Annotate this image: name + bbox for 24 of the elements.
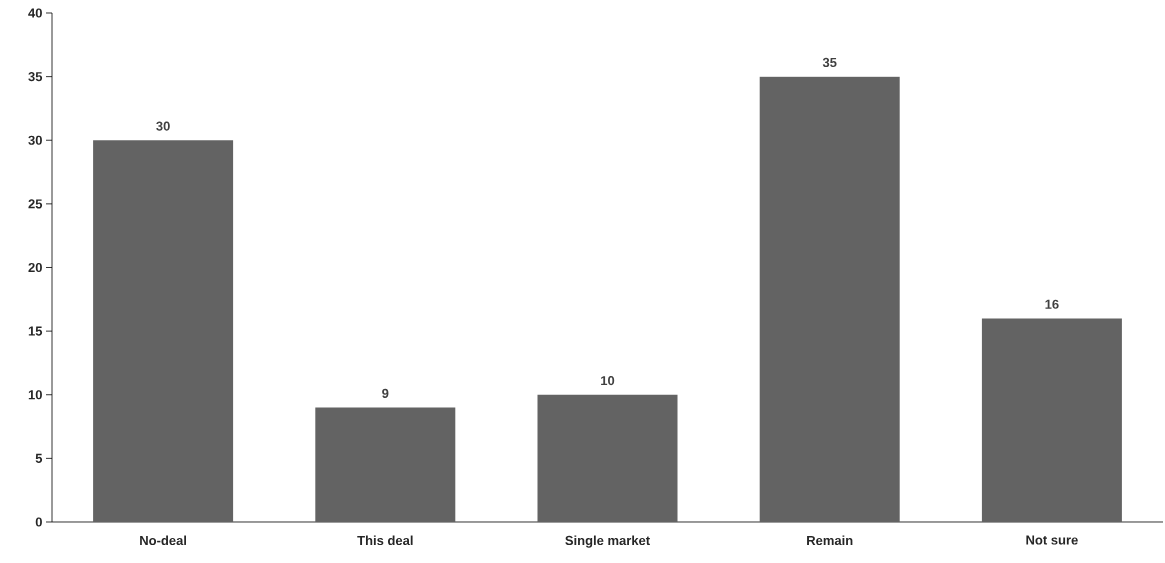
x-tick-label: Single market	[565, 535, 650, 548]
x-tick-label: Not sure	[1026, 535, 1078, 545]
bar	[315, 407, 456, 522]
y-tick-label: 10	[28, 390, 42, 400]
data-label: 30	[156, 121, 170, 131]
x-tick-label: No-deal	[140, 535, 187, 546]
data-label: 9	[382, 388, 389, 398]
y-tick-label: 35	[28, 72, 43, 82]
x-tick-label: Remain	[807, 535, 853, 546]
bar	[537, 394, 678, 522]
y-tick-label: 15	[28, 326, 43, 336]
y-tick-label: 40	[28, 8, 42, 18]
bar	[93, 140, 234, 522]
y-tick-label: 20	[28, 262, 42, 273]
bar	[981, 318, 1122, 522]
data-label: 35	[822, 57, 837, 68]
y-tick-label: 5	[35, 453, 43, 463]
data-label: 10	[601, 376, 615, 386]
y-tick-label: 30	[28, 135, 42, 145]
y-tick-label: 25	[28, 199, 43, 209]
data-label: 16	[1045, 299, 1059, 309]
y-tick-label: 0	[35, 517, 42, 527]
x-tick-label: This deal	[357, 535, 413, 546]
bar	[759, 76, 900, 522]
